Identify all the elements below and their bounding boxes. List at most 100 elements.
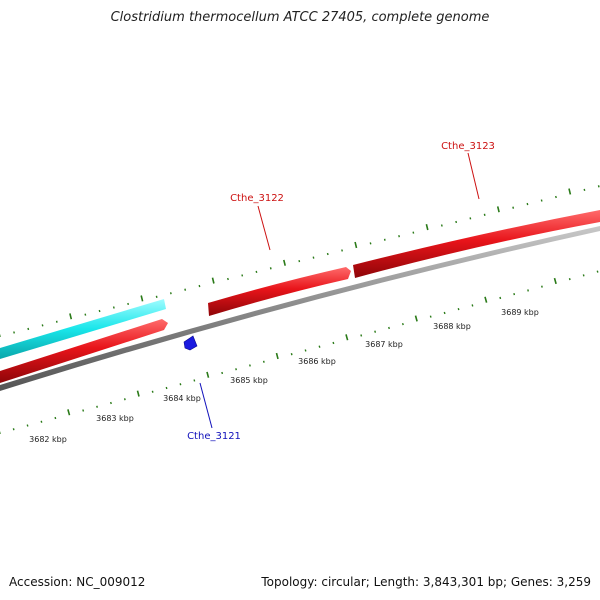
scale-label: 3682 kbp — [29, 435, 67, 444]
minor-tick — [84, 313, 87, 316]
minor-tick — [165, 386, 168, 390]
minor-tick — [582, 274, 585, 277]
feature-block-cyan[interactable] — [0, 299, 166, 359]
major-tick — [345, 334, 349, 341]
minor-tick — [318, 345, 321, 348]
minor-tick — [98, 309, 101, 313]
gene-arrow-left-segment[interactable] — [0, 319, 168, 383]
minor-tick — [262, 360, 265, 363]
minor-tick — [326, 252, 329, 256]
major-tick — [568, 188, 572, 195]
minor-tick — [151, 390, 154, 393]
minor-tick — [512, 206, 515, 209]
minor-tick — [227, 277, 229, 281]
minor-tick — [41, 324, 44, 327]
minor-tick — [388, 326, 390, 330]
minor-tick — [26, 424, 29, 427]
minor-tick — [82, 409, 85, 412]
major-tick — [211, 277, 215, 284]
minor-tick — [184, 288, 187, 291]
gene-label-cthe-3123[interactable]: Cthe_3123 — [441, 141, 495, 152]
minor-tick — [123, 398, 126, 401]
minor-tick — [499, 296, 502, 300]
callout-line-cthe-3121 — [199, 382, 213, 429]
minor-tick — [40, 420, 43, 423]
minor-tick — [360, 334, 363, 337]
minor-tick — [12, 428, 15, 431]
accession-text: Accession: NC_009012 — [9, 575, 146, 589]
minor-tick — [374, 330, 377, 333]
gene-label-cthe-3121[interactable]: Cthe_3121 — [187, 431, 241, 442]
minor-tick — [513, 293, 516, 296]
major-tick — [206, 371, 210, 378]
major-tick — [69, 313, 73, 320]
minor-tick — [455, 220, 458, 224]
minor-tick — [110, 401, 112, 405]
major-tick — [275, 352, 279, 360]
callout-line-cthe-3122 — [257, 205, 271, 251]
minor-tick — [179, 383, 182, 386]
minor-tick — [568, 278, 571, 281]
callout-line-cthe-3123 — [467, 152, 480, 200]
scale-label: 3688 kbp — [433, 322, 471, 331]
minor-tick — [540, 199, 543, 202]
minor-tick — [583, 188, 586, 191]
major-tick — [354, 241, 358, 249]
major-tick — [67, 409, 71, 416]
minor-tick — [443, 311, 446, 315]
scale-label: 3683 kbp — [96, 414, 134, 423]
major-tick — [496, 206, 500, 213]
minor-tick — [469, 217, 472, 220]
minor-tick — [555, 195, 557, 199]
minor-tick — [596, 270, 599, 273]
gene-arrow-cthe-3123[interactable] — [353, 210, 600, 278]
minor-tick — [290, 353, 293, 356]
minor-tick — [54, 416, 57, 420]
gene-arrow-cthe-3121[interactable] — [183, 335, 198, 351]
minor-tick — [112, 306, 115, 309]
minor-tick — [198, 284, 201, 288]
scale-label: 3686 kbp — [298, 357, 336, 366]
minor-tick — [235, 368, 237, 371]
minor-tick — [255, 270, 258, 273]
map-title: Clostridium thermocellum ATCC 27405, com… — [110, 10, 490, 25]
major-tick — [553, 277, 557, 285]
minor-tick — [429, 315, 432, 318]
major-tick — [414, 315, 418, 322]
lower-scale-ticks — [0, 270, 599, 434]
genome-summary-text: Topology: circular; Length: 3,843,301 bp… — [261, 575, 591, 589]
major-tick — [140, 295, 144, 302]
minor-tick — [193, 379, 196, 382]
minor-tick — [298, 260, 301, 263]
gene-label-cthe-3122[interactable]: Cthe_3122 — [230, 193, 284, 204]
minor-tick — [96, 405, 98, 408]
genome-backbone — [0, 226, 600, 391]
minor-tick — [412, 231, 415, 234]
minor-tick — [597, 185, 600, 188]
minor-tick — [398, 235, 400, 238]
minor-tick — [221, 371, 224, 375]
minor-tick — [332, 341, 335, 345]
minor-tick — [483, 213, 486, 216]
minor-tick — [526, 202, 529, 206]
minor-tick — [457, 308, 460, 311]
minor-tick — [13, 331, 15, 334]
minor-tick — [440, 224, 443, 227]
minor-tick — [471, 304, 474, 307]
minor-tick — [269, 267, 272, 270]
scale-label: 3684 kbp — [163, 394, 201, 403]
minor-tick — [401, 322, 404, 326]
major-tick — [283, 259, 286, 266]
major-tick — [425, 224, 429, 231]
minor-tick — [541, 285, 543, 288]
major-tick — [484, 296, 488, 303]
scale-label: 3685 kbp — [230, 376, 268, 385]
scale-label: 3687 kbp — [365, 340, 403, 349]
major-tick — [136, 390, 140, 397]
upper-scale-ticks — [0, 185, 600, 337]
minor-tick — [249, 364, 251, 367]
minor-tick — [304, 349, 307, 352]
gene-arrow-cthe-3122[interactable] — [208, 267, 351, 316]
minor-tick — [27, 327, 30, 331]
